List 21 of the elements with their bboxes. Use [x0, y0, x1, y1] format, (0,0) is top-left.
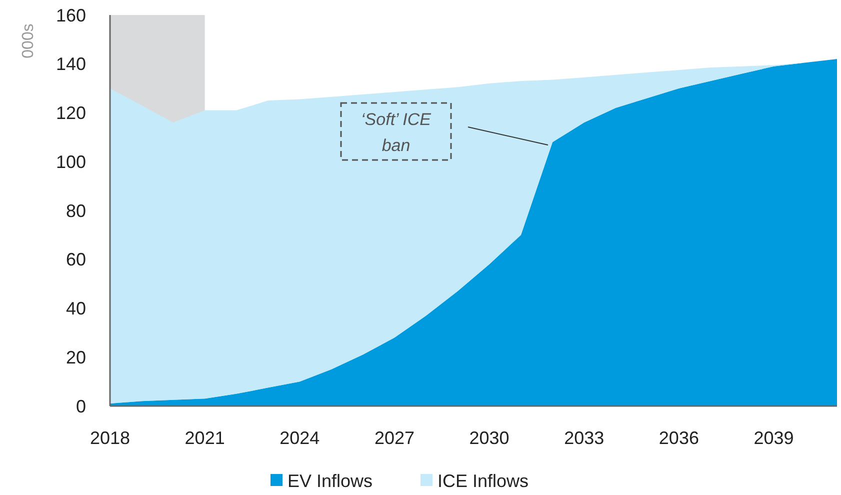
y-axis-title: 000s: [20, 24, 37, 58]
x-tick-label: 2024: [280, 428, 320, 448]
y-tick-label: 160: [56, 5, 86, 26]
x-tick-label: 2033: [564, 428, 604, 448]
y-tick-label: 140: [56, 54, 86, 74]
x-tick-label: 2021: [184, 428, 225, 448]
y-tick-label: 60: [66, 250, 86, 270]
y-tick-label: 40: [66, 298, 86, 319]
legend-label: ICE Inflows: [438, 471, 529, 491]
y-tick-label: 0: [76, 396, 86, 416]
x-tick-label: 2030: [469, 428, 510, 448]
legend-label: EV Inflows: [288, 471, 373, 491]
y-tick-label: 20: [66, 347, 86, 368]
annotation: ‘Soft’ ICE ban: [361, 110, 432, 155]
x-tick-label: 2018: [90, 428, 130, 448]
y-tick-label: 80: [66, 200, 86, 221]
x-tick-label: 2036: [658, 428, 699, 448]
x-tick-label: 2039: [754, 428, 794, 448]
x-tick-label: 2027: [374, 428, 414, 448]
y-tick-label: 100: [56, 152, 86, 172]
y-tick-label: 120: [56, 103, 86, 124]
